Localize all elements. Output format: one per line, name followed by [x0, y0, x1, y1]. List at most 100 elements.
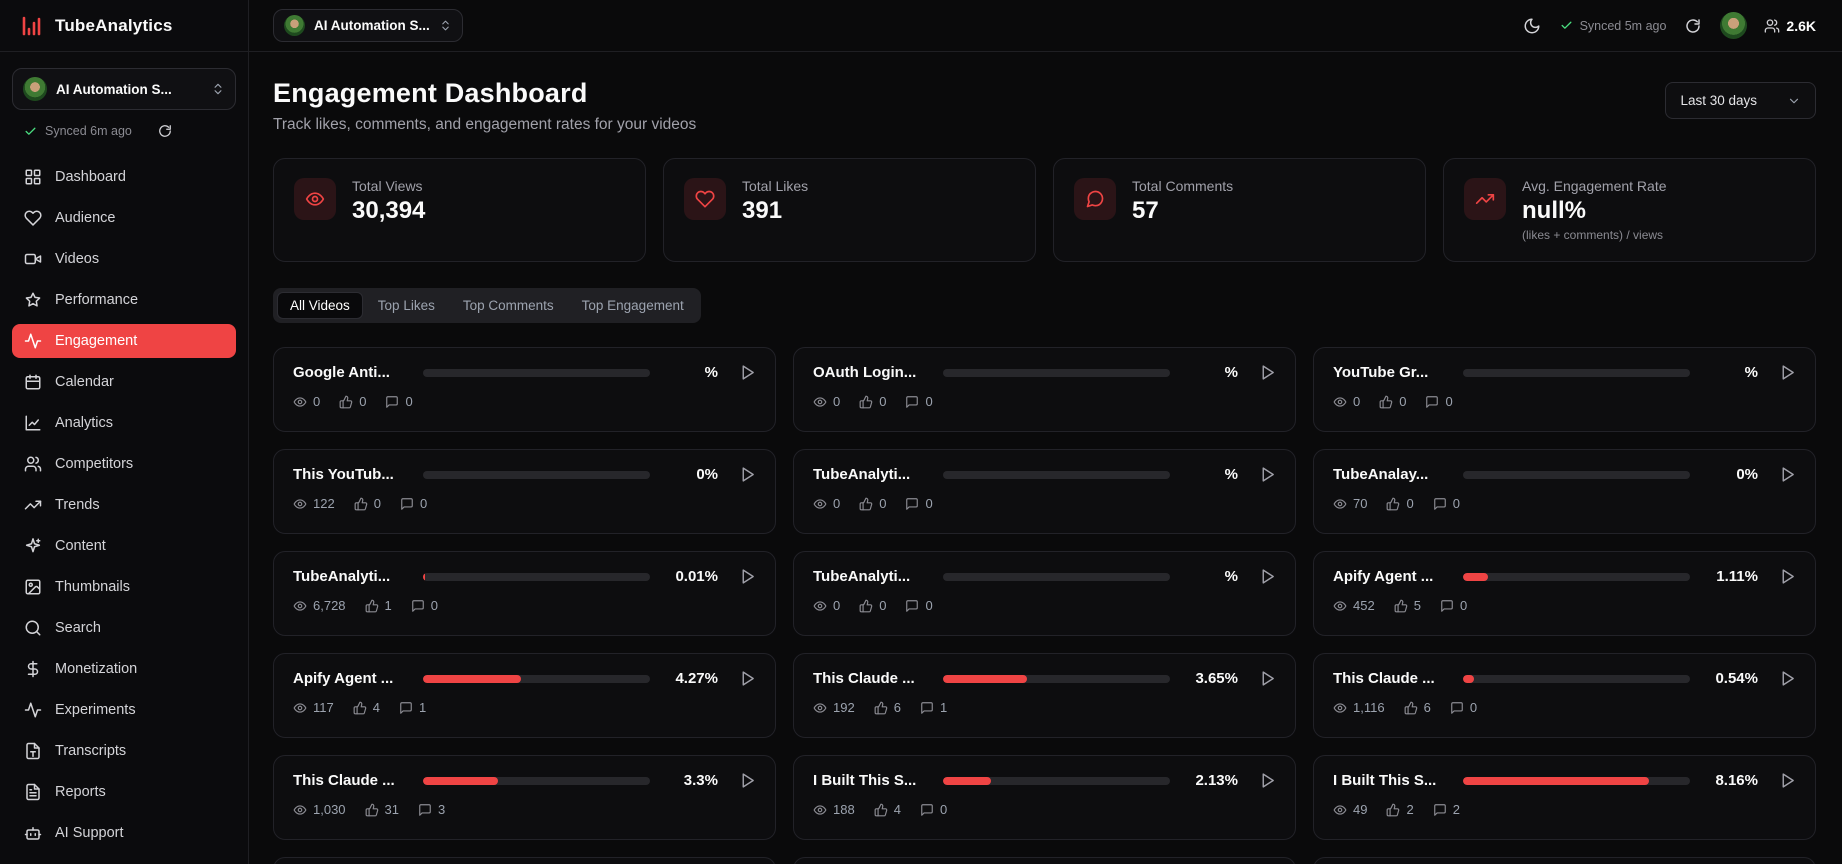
likes-count-value: 6 [1423, 700, 1431, 715]
play-video-button[interactable] [1779, 466, 1796, 483]
comments-count: 0 [400, 496, 427, 511]
sidebar-item-thumbnails[interactable]: Thumbnails [12, 570, 236, 604]
sidebar-item-experiments[interactable]: Experiments [12, 693, 236, 727]
engagement-progress-track [1463, 776, 1690, 785]
video-card: I Built This S... 8.16% 49 2 2 [1313, 755, 1816, 840]
play-video-button[interactable] [739, 466, 756, 483]
stat-card-avg-engagement-rate: Avg. Engagement Rate null% (likes + commen… [1443, 158, 1816, 262]
comments-count: 1 [399, 700, 426, 715]
comments-count-value: 0 [1452, 496, 1460, 511]
comments-count-value: 0 [1445, 394, 1453, 409]
engagement-progress-track [943, 470, 1170, 479]
user-avatar[interactable] [1720, 12, 1748, 39]
sidebar-item-performance[interactable]: Performance [12, 283, 236, 317]
sidebar: TubeAnalytics AI Automation S... Synced … [0, 0, 249, 864]
play-video-button[interactable] [1779, 670, 1796, 687]
eye-icon [813, 497, 827, 511]
video-title: This YouTub... [293, 466, 394, 483]
comments-count: 0 [1433, 496, 1460, 511]
views-count-value: 0 [833, 394, 841, 409]
views-count-value: 0 [833, 496, 841, 511]
stat-note: (likes + comments) / views [1522, 228, 1664, 242]
play-video-button[interactable] [1259, 772, 1276, 789]
sidebar-channel-selector[interactable]: AI Automation S... [12, 68, 236, 110]
sidebar-item-engagement[interactable]: Engagement [12, 324, 236, 358]
theme-toggle-moon-icon[interactable] [1521, 15, 1543, 37]
heart-icon [695, 189, 715, 209]
sidebar-item-dashboard[interactable]: Dashboard [12, 160, 236, 194]
sidebar-item-transcripts[interactable]: Transcripts [12, 734, 236, 768]
sidebar-item-competitors[interactable]: Competitors [12, 447, 236, 481]
stat-icon-box [684, 178, 726, 220]
sidebar-item-label: Monetization [55, 661, 138, 677]
play-icon [1779, 568, 1796, 585]
sidebar-item-trends[interactable]: Trends [12, 488, 236, 522]
play-video-button[interactable] [739, 772, 756, 789]
sidebar-sync-status: Synced 6m ago [0, 110, 248, 144]
thumbs-up-icon [1379, 395, 1393, 409]
activity-icon [24, 701, 42, 719]
logo-header: TubeAnalytics [0, 0, 248, 52]
calendar-icon [24, 373, 42, 391]
video-title: TubeAnalyti... [293, 568, 391, 585]
eye-icon [293, 803, 307, 817]
logo-bar-chart-icon [20, 14, 44, 38]
video-title: TubeAnalay... [1333, 466, 1429, 483]
video-title: TubeAnalyti... [813, 466, 911, 483]
topbar-channel-selector[interactable]: AI Automation S... [273, 9, 463, 42]
sidebar-item-monetization[interactable]: Monetization [12, 652, 236, 686]
engagement-progress-track [1463, 674, 1690, 683]
tab-all-videos[interactable]: All Videos [277, 292, 363, 319]
views-count-value: 49 [1353, 802, 1368, 817]
likes-count: 5 [1394, 598, 1421, 613]
video-tabs: All Videos Top Likes Top Comments Top Engag… [273, 288, 701, 323]
eye-icon [813, 803, 827, 817]
play-video-button[interactable] [1779, 772, 1796, 789]
video-card: Google Anti...% 0 0 0 [273, 347, 776, 432]
views-count-value: 188 [833, 802, 855, 817]
stat-card-total-comments: Total Comments 57 [1053, 158, 1426, 262]
message-square-icon [400, 497, 414, 511]
play-video-button[interactable] [1259, 466, 1276, 483]
play-video-button[interactable] [739, 568, 756, 585]
thumbs-up-icon [1394, 599, 1408, 613]
play-video-button[interactable] [739, 364, 756, 381]
comments-count-value: 0 [925, 496, 933, 511]
play-video-button[interactable] [1259, 568, 1276, 585]
tab-top-comments[interactable]: Top Comments [450, 292, 567, 319]
eye-icon [293, 497, 307, 511]
sidebar-item-search[interactable]: Search [12, 611, 236, 645]
video-stats-row: 188 4 0 [813, 802, 1276, 817]
heart-icon [24, 209, 42, 227]
video-card: This Claude ... 3.3% 1,030 31 3 [273, 755, 776, 840]
date-range-select[interactable]: Last 30 days [1665, 82, 1816, 119]
sidebar-item-videos[interactable]: Videos [12, 242, 236, 276]
tab-top-engagement[interactable]: Top Engagement [569, 292, 697, 319]
stat-card-total-likes: Total Likes 391 [663, 158, 1036, 262]
tab-top-likes[interactable]: Top Likes [365, 292, 448, 319]
sidebar-item-audience[interactable]: Audience [12, 201, 236, 235]
views-count-value: 0 [833, 598, 841, 613]
sidebar-refresh-button[interactable] [156, 122, 174, 140]
thumbs-up-icon [353, 701, 367, 715]
video-card: TubeAnalyti... 0.01% 6,728 1 0 [273, 551, 776, 636]
play-video-button[interactable] [739, 670, 756, 687]
sidebar-item-label: Content [55, 538, 106, 554]
sidebar-item-reports[interactable]: Reports [12, 775, 236, 809]
play-video-button[interactable] [1259, 364, 1276, 381]
sidebar-item-ai-support[interactable]: AI Support [12, 816, 236, 850]
sidebar-item-calendar[interactable]: Calendar [12, 365, 236, 399]
play-video-button[interactable] [1779, 568, 1796, 585]
comments-count: 3 [418, 802, 445, 817]
likes-count: 2 [1386, 802, 1414, 817]
engagement-progress-track [423, 368, 650, 377]
topbar-refresh-button[interactable] [1683, 16, 1703, 36]
stat-value: 391 [742, 197, 783, 224]
dollar-icon [24, 660, 42, 678]
play-video-button[interactable] [1779, 364, 1796, 381]
play-video-button[interactable] [1259, 670, 1276, 687]
bot-icon [24, 824, 42, 842]
sidebar-item-analytics[interactable]: Analytics [12, 406, 236, 440]
message-square-icon [399, 701, 413, 715]
sidebar-item-content[interactable]: Content [12, 529, 236, 563]
